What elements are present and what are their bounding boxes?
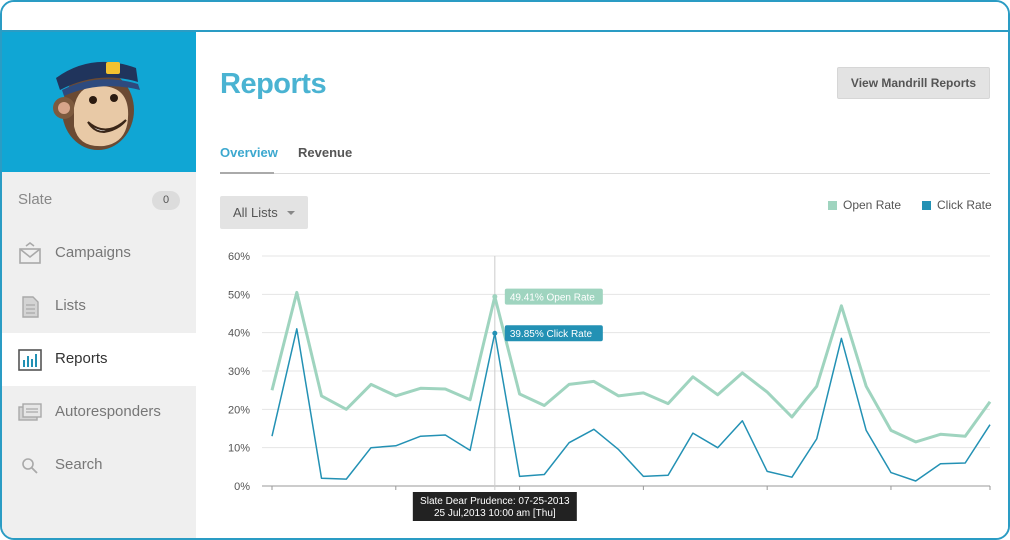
highlight-point [492,294,498,300]
legend-label: Open Rate [843,198,902,212]
rate-line-chart[interactable]: 0% 10% 20% 30% 40% 50% 60% 49.41% Open Rate 39.8… [196,32,1008,540]
tab-overview[interactable]: Overview [220,145,278,160]
series-line-click-rate [271,328,991,482]
click-rate-tooltip-text: 39.85% Click Rate [510,329,593,340]
sidebar-item-campaigns[interactable]: Campaigns [2,227,196,280]
document-icon [22,296,39,318]
sidebar-item-label: Search [55,456,103,473]
caret-down-icon [287,211,295,215]
tab-revenue[interactable]: Revenue [298,145,353,160]
legend-item-open-rate: Open Rate [828,198,901,212]
x-hover-tooltip-line2: 25 Jul,2013 10:00 am [Thu] [434,508,556,519]
click-rate-tooltip-box [504,325,603,342]
sidebar-item-lists[interactable]: Lists [2,280,196,333]
legend-item-click-rate: Click Rate [922,198,992,212]
legend-swatch [828,200,837,210]
series-line-open-rate [270,290,992,444]
legend-label: Click Rate [937,198,992,212]
y-tick-label: 40% [228,328,250,340]
sidebar: Slate 0 Campaigns Lists [2,32,196,538]
tab-bar: Overview Revenue [220,136,990,174]
x-hover-tooltip-line1: Slate Dear Prudence: 07-25-2013 [420,496,570,507]
count-badge: 0 [152,191,180,210]
bar-chart-icon [18,349,42,371]
sidebar-item-autoresponders[interactable]: Autoresponders [2,386,196,439]
list-filter-dropdown[interactable]: All Lists [220,196,308,229]
page-title: Reports [220,68,327,100]
envelope-icon [19,242,41,264]
y-tick-label: 20% [228,404,250,416]
legend-swatch [922,200,931,210]
y-tick-label: 60% [228,251,250,263]
open-rate-tooltip-box [504,288,603,305]
open-rate-tooltip-text: 49.41% Open Rate [510,293,595,304]
sidebar-item-label: Lists [55,297,86,314]
autoresponder-icon [18,403,42,421]
y-tick-label: 10% [228,443,250,455]
dropdown-selected-value: All Lists [233,205,278,220]
sidebar-item-search[interactable]: Search [2,439,196,492]
window-titlebar [2,2,1008,32]
sidebar-item-label: Autoresponders [55,403,161,420]
main-content: Reports View Mandrill Reports Overview R… [196,32,1008,540]
search-icon [22,458,38,474]
sidebar-item-label: Slate [18,191,53,208]
y-tick-label: 30% [228,366,250,378]
y-tick-label: 0% [234,481,250,493]
y-tick-label: 50% [228,289,250,301]
sidebar-item-label: Reports [55,350,108,367]
highlight-point [492,330,498,336]
sidebar-item-slate[interactable]: Slate 0 [2,172,196,227]
sidebar-item-reports[interactable]: Reports [2,333,196,386]
sidebar-item-label: Campaigns [55,244,131,261]
brand-header [2,32,196,172]
chimp-logo-icon[interactable] [48,50,148,158]
view-mandrill-reports-button[interactable]: View Mandrill Reports [837,67,990,99]
active-tab-indicator [220,172,274,174]
x-hover-tooltip-box [412,492,577,521]
